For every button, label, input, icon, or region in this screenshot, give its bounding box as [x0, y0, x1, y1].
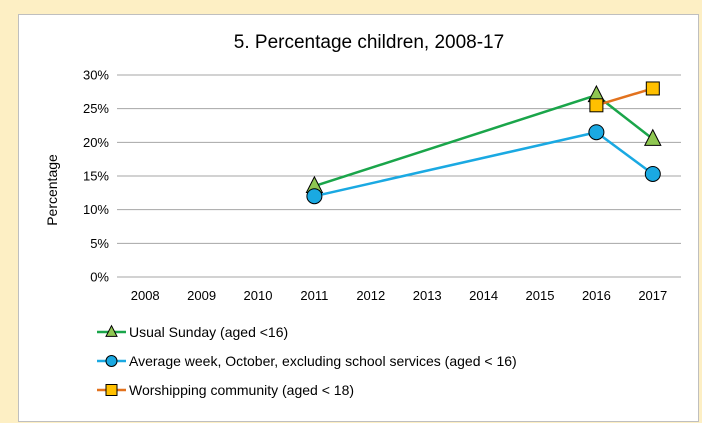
- chart-title: 5. Percentage children, 2008-17: [234, 32, 504, 53]
- y-tick-label: 20%: [83, 135, 109, 150]
- y-tick-labels: 0% 5% 10% 15% 20% 25% 30%: [83, 68, 109, 285]
- legend-entry: Worshipping community (aged < 18): [97, 382, 354, 398]
- series-lines: [305, 81, 662, 205]
- x-tick-label: 2014: [469, 288, 498, 303]
- data-point-square: [589, 98, 604, 113]
- data-point-circle: [588, 124, 605, 141]
- x-tick-label: 2008: [131, 288, 160, 303]
- data-point-triangle: [643, 128, 662, 146]
- legend-label: Usual Sunday (aged <16): [129, 324, 288, 340]
- y-tick-label: 10%: [83, 202, 109, 217]
- series-2: [589, 81, 660, 113]
- x-tick-labels: 2008 2009 2010 2011 2012 2013 2014 2015 2016 2017: [131, 288, 668, 303]
- legend-label: Average week, October, excluding school …: [129, 353, 517, 369]
- y-tick-label: 5%: [90, 236, 109, 251]
- x-tick-label: 2009: [187, 288, 216, 303]
- legend-entry: Average week, October, excluding school …: [97, 353, 517, 369]
- y-tick-label: 15%: [83, 169, 109, 184]
- y-tick-label: 0%: [90, 270, 109, 285]
- series-0: [305, 84, 662, 193]
- x-tick-label: 2016: [582, 288, 611, 303]
- x-tick-label: 2011: [300, 288, 328, 303]
- legend: Usual Sunday (aged <16) Average week, Oct…: [97, 324, 517, 398]
- gridlines: [117, 74, 681, 278]
- data-point-circle: [306, 188, 323, 205]
- x-tick-label: 2015: [526, 288, 555, 303]
- x-tick-label: 2010: [244, 288, 273, 303]
- data-point-triangle: [105, 324, 118, 337]
- line-chart: 5. Percentage children, 2008-17 Percenta…: [44, 32, 681, 398]
- series-line: [596, 87, 654, 107]
- y-tick-label: 30%: [83, 68, 109, 83]
- data-point-square: [105, 384, 118, 396]
- y-tick-label: 25%: [83, 101, 109, 116]
- legend-entry: Usual Sunday (aged <16): [97, 324, 288, 340]
- series-line: [314, 130, 654, 198]
- x-tick-label: 2013: [413, 288, 442, 303]
- x-tick-label: 2012: [356, 288, 385, 303]
- series-1: [306, 124, 661, 205]
- legend-label: Worshipping community (aged < 18): [129, 382, 354, 398]
- x-tick-label: 2017: [638, 288, 667, 303]
- chart-frame: 5. Percentage children, 2008-17 Percenta…: [18, 14, 699, 422]
- data-point-circle: [105, 355, 118, 367]
- data-point-square: [645, 81, 660, 96]
- data-point-circle: [644, 165, 661, 182]
- y-axis-label: Percentage: [44, 154, 60, 226]
